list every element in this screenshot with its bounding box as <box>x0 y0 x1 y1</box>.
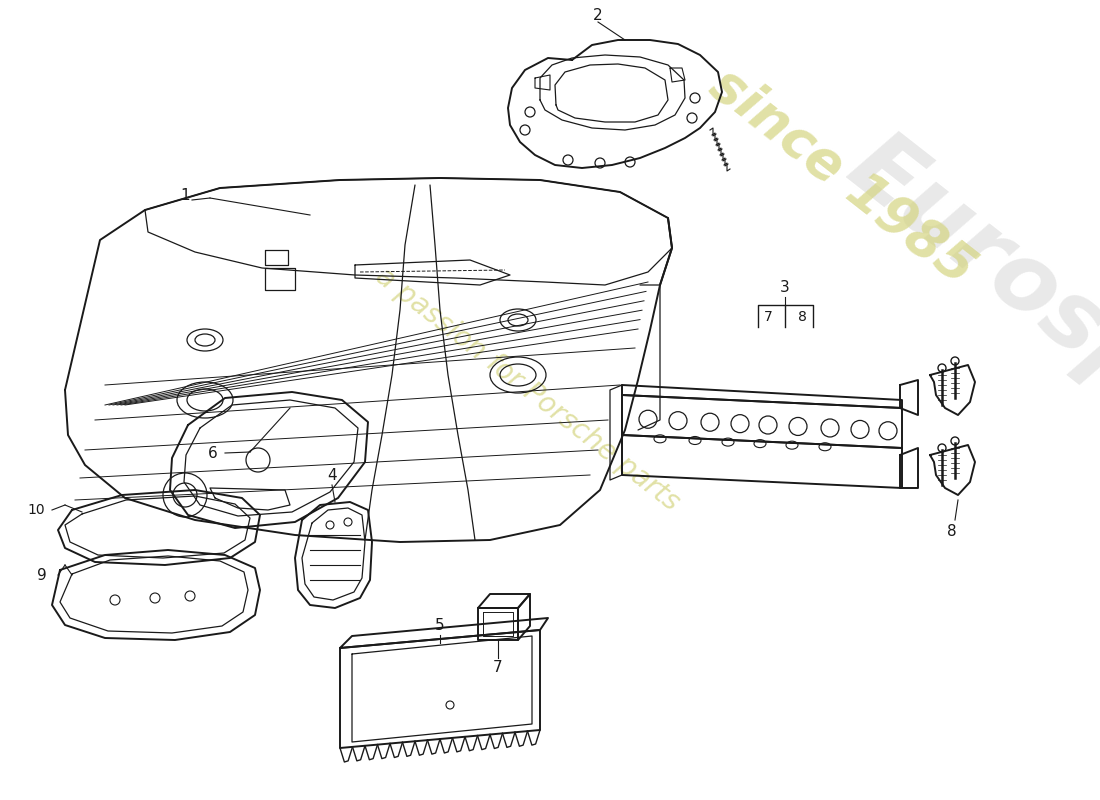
Text: 2: 2 <box>593 7 603 22</box>
Text: since 1985: since 1985 <box>700 58 983 296</box>
Text: 5: 5 <box>436 618 444 633</box>
Text: 1: 1 <box>180 187 190 202</box>
Text: 9: 9 <box>37 567 47 582</box>
Text: 6: 6 <box>208 446 218 461</box>
Text: 4: 4 <box>327 467 337 482</box>
Text: 8: 8 <box>947 525 957 539</box>
Text: 7: 7 <box>493 661 503 675</box>
Text: 8: 8 <box>798 310 806 324</box>
Text: a passion for Porsche parts: a passion for Porsche parts <box>370 262 685 516</box>
Text: Eurospares: Eurospares <box>830 120 1100 561</box>
Text: 7: 7 <box>763 310 772 324</box>
Text: 3: 3 <box>780 279 790 294</box>
Text: 10: 10 <box>28 503 45 517</box>
